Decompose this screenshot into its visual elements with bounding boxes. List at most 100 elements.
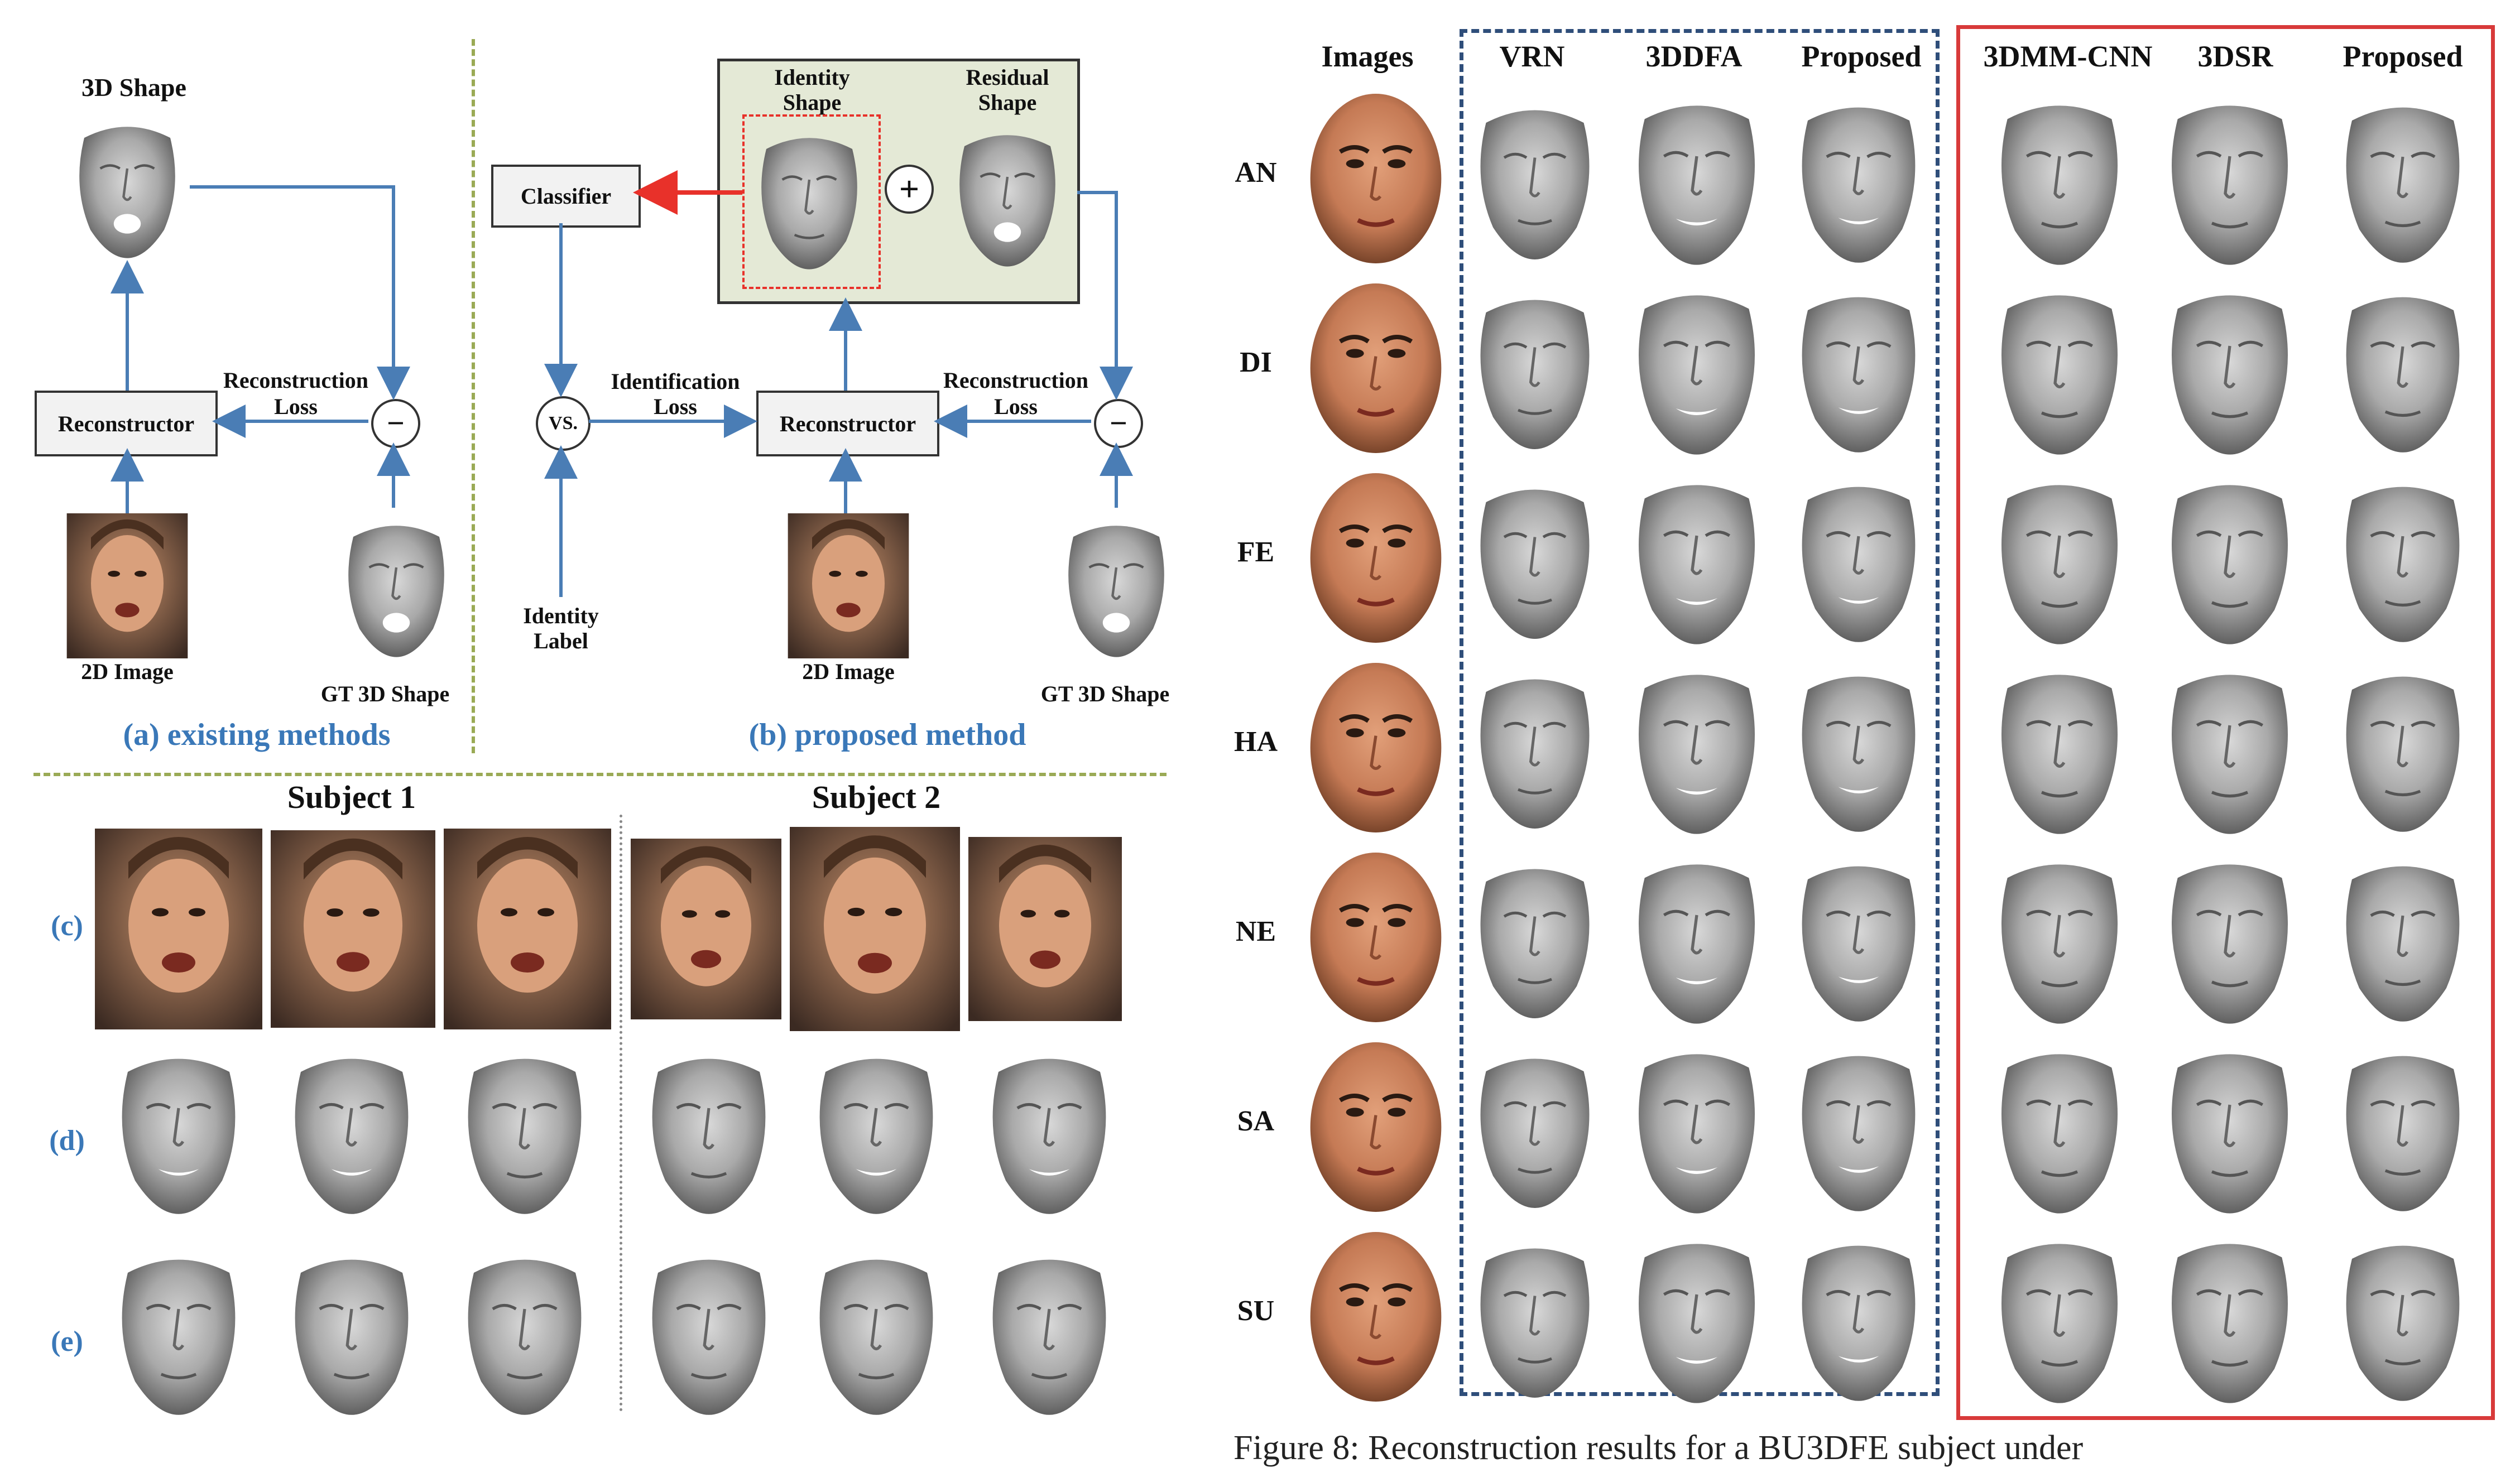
vrn-result (1465, 1228, 1605, 1406)
proposed-2-result (2330, 1228, 2475, 1406)
caption-fragment: Figure 8: Reconstruction results for a B… (1233, 1429, 2084, 1467)
3ddfa-result (1619, 279, 1775, 458)
identity-shape-label-1: Identity (774, 65, 850, 90)
subject-1-recon-e (452, 1241, 597, 1420)
3dsr-result (2154, 1038, 2305, 1216)
vrn-result (1465, 469, 1605, 647)
3dmm-cnn-result (1976, 1228, 2143, 1406)
ident-loss-label-2: Loss (654, 394, 697, 419)
subject-2-recon-d (804, 1041, 949, 1219)
panel-a-loss-label-2: Loss (274, 394, 318, 419)
input-face (1300, 1228, 1451, 1406)
subject-1-recon-e (106, 1241, 251, 1420)
row-label-ha: HA (1234, 726, 1278, 758)
subject-1-label: Subject 1 (287, 779, 416, 815)
proposed-2-result (2330, 89, 2475, 268)
row-label-c: (c) (51, 910, 83, 942)
subject-1-recon-d (452, 1041, 597, 1219)
residual-shape-label-2: Shape (978, 90, 1037, 115)
3dmm-cnn-result (1976, 658, 2143, 837)
identity-label-1: Identity (523, 603, 599, 628)
row-label-e: (e) (51, 1326, 83, 1358)
subject-1-photo (95, 829, 262, 1029)
subject-2-recon-d (977, 1041, 1122, 1219)
subject-2-recon-e (977, 1241, 1122, 1420)
panel-a-caption: (a) existing methods (123, 718, 391, 752)
vrn-result (1465, 89, 1605, 268)
proposed-result (1786, 1038, 1931, 1216)
proposed-result (1786, 279, 1931, 458)
subject-divider (620, 815, 622, 1412)
identity-shape-dashed-box (742, 114, 881, 289)
subject-1-photo (271, 830, 435, 1028)
row-label-su: SU (1237, 1295, 1275, 1327)
3dsr-result (2154, 848, 2305, 1027)
col-header-3dmm-cnn: 3DMM-CNN (1983, 40, 2153, 73)
row-label-sa: SA (1237, 1105, 1275, 1137)
proposed-result (1786, 1228, 1931, 1406)
panel-b-caption: (b) proposed method (748, 718, 1026, 752)
subject-2-recon-e (636, 1241, 781, 1420)
vrn-result (1465, 279, 1605, 458)
solid-comparison-box (1956, 25, 2495, 1420)
3dsr-result (2154, 1228, 2305, 1406)
panel-b-minus: − (1094, 399, 1143, 448)
3dmm-cnn-result (1976, 1038, 2143, 1216)
col-header-images: Images (1321, 40, 1414, 73)
row-label-fe: FE (1237, 536, 1275, 568)
panel-a-reconstructor: Reconstructor (35, 391, 218, 456)
input-face (1300, 1038, 1451, 1216)
ident-loss-label-1: Identification (611, 369, 740, 394)
input-face (1300, 279, 1451, 458)
subject-1-recon-e (279, 1241, 424, 1420)
proposed-result (1786, 658, 1931, 837)
panel-a-arrows (111, 185, 410, 513)
subject-2-recon-d (636, 1041, 781, 1219)
3dmm-cnn-result (1976, 89, 2143, 268)
proposed-2-result (2330, 658, 2475, 837)
panel-a-image-label: 2D Image (81, 659, 174, 684)
row-label-di: DI (1240, 346, 1272, 378)
vs-circle: VS. (536, 396, 591, 451)
row-label-an: AN (1235, 157, 1277, 189)
input-face (1300, 89, 1451, 268)
classifier-box: Classifier (491, 165, 641, 228)
3dmm-cnn-result (1976, 469, 2143, 647)
3ddfa-result (1619, 1038, 1775, 1216)
subject-2-label: Subject 2 (812, 779, 941, 815)
panel-b-loss-label-2: Loss (994, 394, 1038, 419)
identity-label-2: Label (534, 628, 588, 653)
3ddfa-result (1619, 848, 1775, 1027)
col-header-vrn: VRN (1499, 40, 1565, 73)
input-face (1300, 848, 1451, 1027)
row-label-ne: NE (1235, 916, 1276, 947)
subject-1-recon-d (106, 1041, 251, 1219)
panel-a-loss-label-1: Reconstruction (223, 368, 368, 393)
subject-1-photo (444, 829, 611, 1029)
3dsr-result (2154, 658, 2305, 837)
proposed-2-result (2330, 1038, 2475, 1216)
3dsr-result (2154, 279, 2305, 458)
panel-b-loss-label-1: Reconstruction (943, 368, 1088, 393)
panel-b-gt-label: GT 3D Shape (1040, 681, 1170, 706)
3dsr-result (2154, 469, 2305, 647)
panel-separator-vertical (472, 39, 475, 753)
subject-2-photo (790, 827, 960, 1031)
panel-a-minus: − (371, 399, 420, 448)
panel-separator-horizontal (33, 773, 1167, 776)
plus-icon: + (885, 165, 934, 214)
vrn-result (1465, 848, 1605, 1027)
3dmm-cnn-result (1976, 848, 2143, 1027)
subject-1-recon-d (279, 1041, 424, 1219)
proposed-2-result (2330, 848, 2475, 1027)
3ddfa-result (1619, 89, 1775, 268)
proposed-2-result (2330, 279, 2475, 458)
panel-a-gt-label: GT 3D Shape (320, 681, 450, 706)
subject-2-photo (631, 839, 781, 1019)
3ddfa-result (1619, 1228, 1775, 1406)
col-header-proposed: Proposed (1801, 40, 1922, 73)
col-header-proposed-2: Proposed (2343, 40, 2463, 73)
subject-2-photo (968, 837, 1122, 1021)
panel-b-arrows (544, 170, 1133, 597)
subject-2-recon-e (804, 1241, 949, 1420)
